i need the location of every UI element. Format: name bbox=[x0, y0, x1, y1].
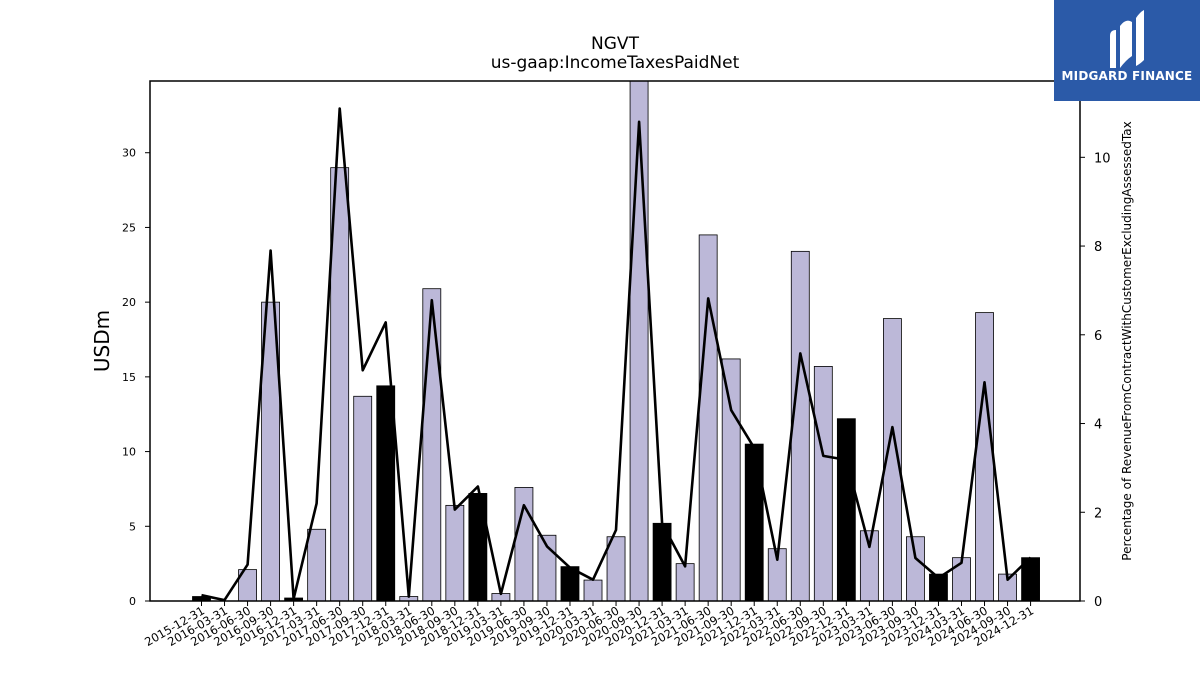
y-tick-label: 0 bbox=[129, 595, 136, 608]
x-axis: 2015-12-312016-03-312016-06-302016-09-30… bbox=[142, 601, 1036, 649]
y-axis-right: 0 2 4 6 8 10 bbox=[1080, 151, 1111, 610]
bar bbox=[813, 366, 833, 602]
y-axis-left: 0 5 10 15 20 25 30 bbox=[122, 147, 150, 608]
y-tick-label: 10 bbox=[122, 446, 136, 459]
bar bbox=[790, 250, 810, 602]
bar bbox=[629, 80, 649, 602]
y2-tick-label: 6 bbox=[1094, 329, 1102, 344]
chart-subtitle: us-gaap:IncomeTaxesPaidNet bbox=[491, 53, 740, 73]
bar bbox=[836, 418, 856, 602]
y-tick-label: 30 bbox=[122, 147, 136, 160]
y2-tick-label: 8 bbox=[1094, 240, 1102, 255]
bar bbox=[422, 288, 442, 602]
bar bbox=[721, 358, 741, 602]
bar bbox=[376, 385, 396, 602]
series-line bbox=[201, 107, 1032, 602]
y2-tick-label: 2 bbox=[1094, 506, 1102, 521]
y-tick-label: 25 bbox=[122, 221, 136, 234]
y-axis-label: USDm bbox=[90, 310, 114, 372]
bar-layer bbox=[192, 80, 1040, 602]
brand-name: MIDGARD FINANCE bbox=[1061, 69, 1193, 83]
y2-tick-label: 4 bbox=[1094, 418, 1102, 433]
y-tick-label: 15 bbox=[122, 371, 136, 384]
y2-tick-label: 10 bbox=[1094, 151, 1111, 166]
bar bbox=[445, 504, 465, 602]
bar bbox=[906, 536, 925, 602]
bar bbox=[675, 563, 695, 602]
midgard-m-icon bbox=[1110, 10, 1144, 68]
bar bbox=[353, 395, 373, 602]
y2-axis-label: Percentage of RevenueFromContractWithCus… bbox=[1120, 121, 1134, 560]
y-tick-label: 20 bbox=[122, 296, 136, 309]
y-tick-label: 5 bbox=[129, 520, 136, 533]
bar bbox=[307, 528, 327, 602]
brand-logo: MIDGARD FINANCE bbox=[1054, 0, 1200, 101]
line-layer bbox=[201, 107, 1032, 602]
plot-frame bbox=[149, 80, 1081, 602]
bar bbox=[975, 312, 994, 602]
y2-tick-label: 0 bbox=[1094, 595, 1102, 610]
bar bbox=[744, 443, 764, 602]
chart-title: NGVT bbox=[591, 34, 640, 54]
bar bbox=[583, 579, 603, 602]
bar bbox=[698, 234, 718, 602]
